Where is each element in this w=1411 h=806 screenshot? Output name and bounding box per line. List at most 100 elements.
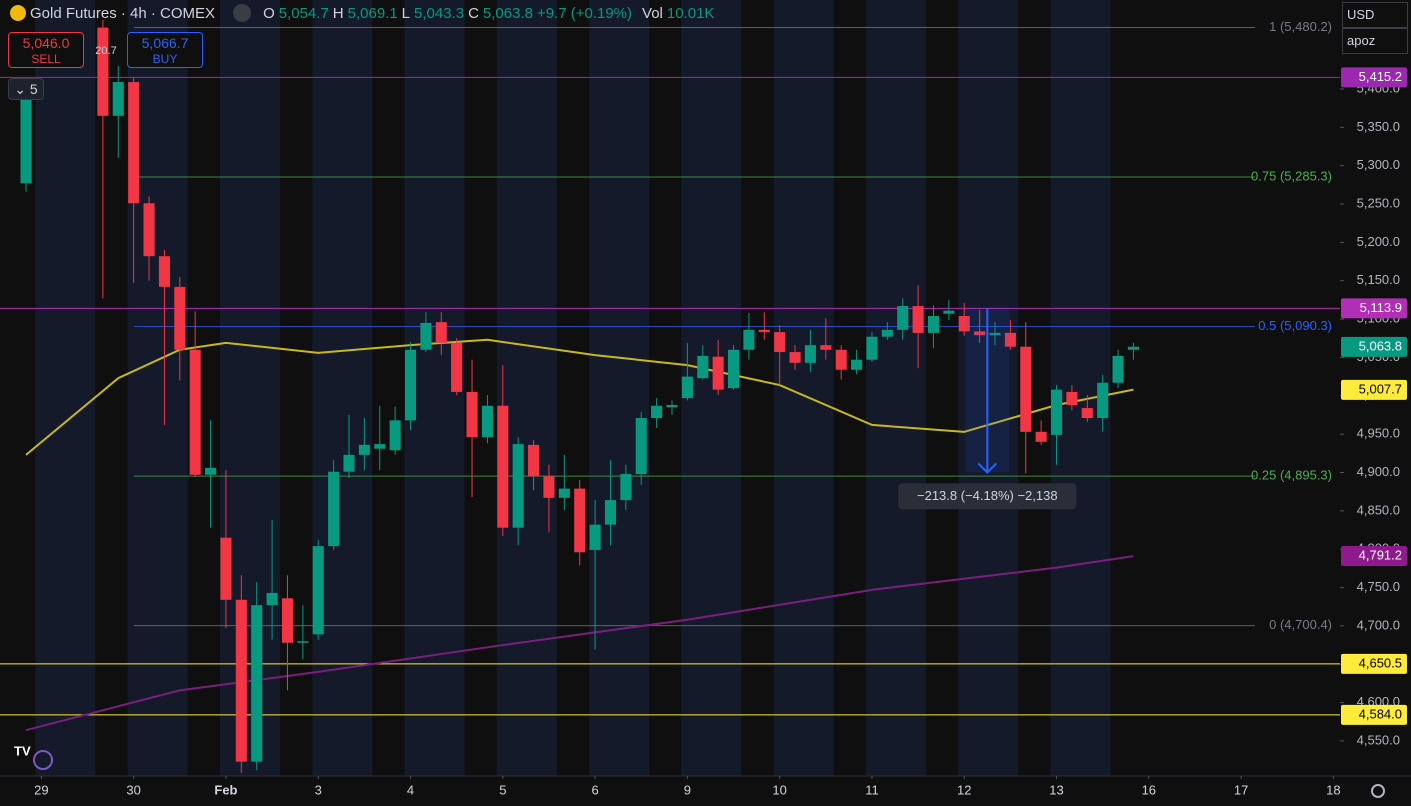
hide-toggle[interactable] xyxy=(233,4,252,22)
candle-body xyxy=(420,322,432,350)
x-tick-label: Feb xyxy=(214,782,237,797)
candle-body xyxy=(97,27,109,116)
candle-body xyxy=(804,345,816,363)
candle-body xyxy=(389,420,401,451)
candle-body xyxy=(189,349,201,475)
candle-body xyxy=(774,332,786,353)
session-band xyxy=(219,0,280,776)
account-select[interactable]: apoz xyxy=(1342,28,1408,54)
x-tick-label: 30 xyxy=(126,782,140,797)
candle-body xyxy=(20,95,32,184)
logo-badge xyxy=(33,750,53,770)
candle-body xyxy=(1097,382,1109,419)
candle-body xyxy=(881,329,893,337)
price-tag-label: 4,791.2 xyxy=(1359,547,1402,562)
price-tag-label: 4,584.0 xyxy=(1359,706,1402,721)
candle-body xyxy=(143,203,155,257)
candle-body xyxy=(374,444,386,449)
candle-body xyxy=(451,342,463,392)
x-tick-label: 10 xyxy=(772,782,786,797)
session-band xyxy=(35,0,96,776)
indicator-collapse[interactable]: ⌄ 5 xyxy=(8,78,44,100)
candle-body xyxy=(851,359,863,370)
price-tag xyxy=(1341,379,1407,400)
x-tick-label: 12 xyxy=(957,782,971,797)
y-tick-label: 5,150.0 xyxy=(1357,272,1400,287)
price-tag-label: 5,415.2 xyxy=(1359,69,1402,84)
candle-body xyxy=(589,524,601,550)
candle-body xyxy=(1112,355,1124,383)
price-tag xyxy=(1341,336,1407,357)
change: +9.7 (+0.19%) xyxy=(536,4,633,22)
fib-label: 1 (5,480.2) xyxy=(1269,19,1332,34)
x-tick-label: 11 xyxy=(865,782,879,797)
candle-body xyxy=(512,444,524,528)
h-value: 5,069.1 xyxy=(347,4,398,22)
candle-body xyxy=(835,349,847,370)
candle-body xyxy=(943,310,955,314)
candle-body xyxy=(666,404,678,408)
candle-body xyxy=(481,405,493,438)
candle-body xyxy=(1066,391,1078,405)
h-label: H xyxy=(332,4,344,22)
fib-label: 0 (4,700.4) xyxy=(1269,617,1332,632)
fib-label: 0.75 (5,285.3) xyxy=(1251,168,1332,183)
arrow-head xyxy=(977,462,998,474)
vol-label: Vol xyxy=(642,4,663,22)
buy-label: BUY xyxy=(152,52,178,66)
y-tick-label: 4,900.0 xyxy=(1357,464,1400,479)
candle-body xyxy=(758,329,770,333)
candle-body xyxy=(820,345,832,350)
y-tick-label: 4,550.0 xyxy=(1357,732,1400,747)
sell-button[interactable]: 5,046.0 SELL xyxy=(8,32,84,68)
candle-body xyxy=(712,356,724,390)
candle-body xyxy=(466,391,478,438)
x-tick-label: 18 xyxy=(1326,782,1340,797)
l-label: L xyxy=(401,4,411,22)
currency-select[interactable]: USD xyxy=(1342,2,1408,28)
candle-body xyxy=(1050,389,1063,435)
session-band xyxy=(312,0,373,776)
candle-body xyxy=(620,474,632,501)
y-tick-label: 4,700.0 xyxy=(1357,617,1400,632)
candle-body xyxy=(235,599,247,762)
candle-body xyxy=(1020,346,1032,432)
y-tick-label: 4,850.0 xyxy=(1357,502,1400,517)
x-tick-label: 17 xyxy=(1234,782,1248,797)
session-band xyxy=(589,0,650,776)
price-tag xyxy=(1341,545,1407,566)
buy-price: 5,066.7 xyxy=(141,35,189,51)
fib-label: 0.25 (4,895.3) xyxy=(1251,468,1332,483)
candle-body xyxy=(220,537,232,600)
candle-body xyxy=(266,592,278,606)
x-tick-label: 9 xyxy=(684,782,691,797)
spread: 20.7 xyxy=(95,45,117,57)
indicator-count: 5 xyxy=(29,81,38,97)
price-tag xyxy=(1341,298,1407,319)
candle-body xyxy=(558,488,570,498)
x-tick-label: 5 xyxy=(499,782,506,797)
c-value: 5,063.8 xyxy=(482,4,533,22)
candle-body xyxy=(543,476,555,498)
candle-body xyxy=(528,444,540,477)
candle-body xyxy=(897,306,909,330)
symbol[interactable]: Gold Futures · 4h · COMEX xyxy=(30,4,216,22)
buy-button[interactable]: 5,066.7 BUY xyxy=(127,32,203,68)
candle-body xyxy=(112,82,124,116)
candle-body xyxy=(743,329,755,350)
y-tick-label: 4,750.0 xyxy=(1357,579,1400,594)
candle-body xyxy=(281,598,294,643)
candle-body xyxy=(912,306,924,333)
session-band xyxy=(865,0,926,776)
session-band xyxy=(496,0,557,776)
measure-box xyxy=(898,483,1077,510)
candle-body xyxy=(1127,346,1139,350)
price-tag-label: 5,063.8 xyxy=(1359,338,1402,353)
y-tick-label: 5,200.0 xyxy=(1357,234,1400,249)
candle-body xyxy=(651,405,663,419)
candle-body xyxy=(497,405,509,528)
candle-body xyxy=(1035,431,1047,442)
candle-body xyxy=(958,316,970,332)
candle-body xyxy=(174,286,186,350)
candle-body xyxy=(297,641,309,643)
